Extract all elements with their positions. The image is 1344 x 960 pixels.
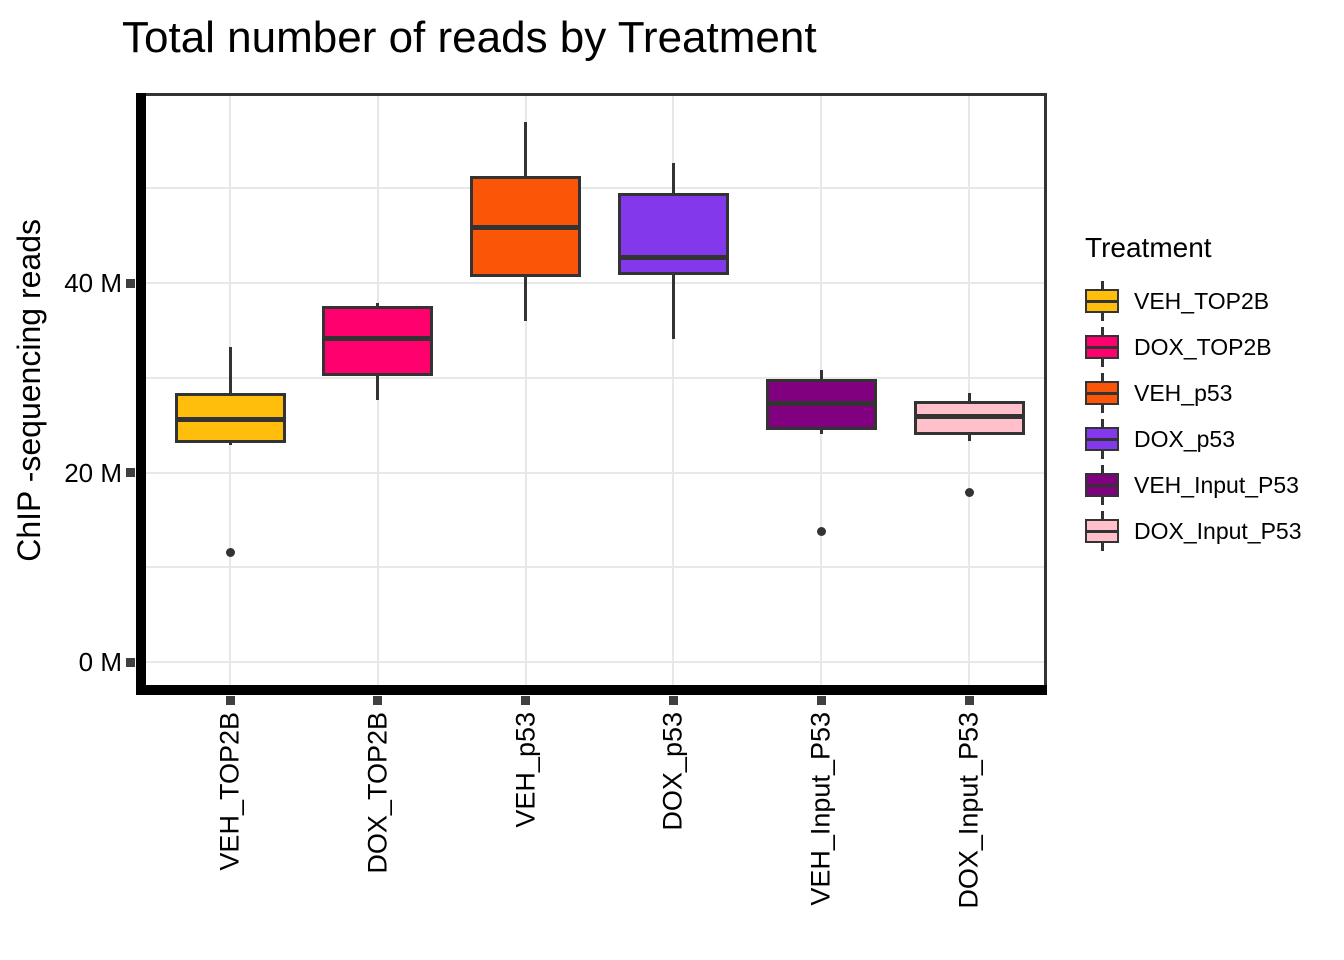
gridline-horizontal [145, 376, 1045, 379]
legend-label: DOX_TOP2B [1134, 333, 1272, 360]
legend-key-median [1085, 437, 1119, 441]
y-tick-mark [126, 657, 135, 667]
legend-key-boxplot-icon [1085, 373, 1119, 413]
gridline-horizontal [145, 661, 1045, 663]
y-tick-mark [126, 468, 135, 477]
outlier-point [816, 526, 826, 536]
legend-key-boxplot-icon [1085, 281, 1119, 321]
legend-item: VEH_TOP2B [1085, 278, 1344, 324]
x-tick-mark [668, 696, 678, 705]
legend-item: DOX_Input_P53 [1085, 508, 1344, 554]
x-tick-label-text: VEH_p53 [510, 712, 541, 828]
x-tick-label-text: VEH_Input_P53 [805, 712, 836, 906]
legend-label: VEH_Input_P53 [1134, 471, 1299, 498]
x-tick-label-text: VEH_TOP2B [214, 712, 245, 871]
x-tick-label: VEH_p53 [510, 712, 541, 833]
y-tick-label: 40 M [64, 268, 122, 298]
median-line [913, 414, 1025, 420]
legend-label: DOX_Input_P53 [1134, 517, 1302, 544]
median-line [765, 400, 877, 406]
outlier-point [225, 547, 235, 557]
gridline-horizontal [145, 471, 1045, 474]
x-tick-label-text: DOX_TOP2B [362, 712, 393, 874]
median-line [470, 224, 582, 230]
legend-item: DOX_TOP2B [1085, 324, 1344, 370]
legend-item: VEH_Input_P53 [1085, 462, 1344, 508]
legend-label: VEH_p53 [1134, 379, 1233, 406]
x-tick-mark [225, 696, 235, 705]
gridline-vertical [524, 95, 527, 685]
plot-panel [145, 95, 1045, 685]
median-line [322, 336, 434, 342]
box [617, 192, 729, 276]
median-line [174, 416, 286, 422]
outlier-point [964, 487, 974, 497]
legend-label: VEH_TOP2B [1134, 287, 1270, 314]
y-tick-label: 20 M [64, 457, 122, 488]
x-tick-mark [816, 696, 826, 705]
legend-key-median [1085, 345, 1119, 349]
y-axis-title: ChIP -sequencing reads [6, 95, 52, 685]
x-tick-label: DOX_TOP2B [362, 712, 393, 879]
x-tick-mark [521, 696, 531, 705]
legend: Treatment VEH_TOP2B DOX_TOP2B VEH_p53 DOX_p… [1085, 232, 1344, 554]
x-tick-label: VEH_TOP2B [215, 712, 246, 876]
x-tick-label: DOX_p53 [658, 712, 689, 836]
chart-title: Total number of reads by Treatment [122, 13, 817, 62]
legend-item: VEH_p53 [1085, 370, 1344, 416]
legend-label: DOX_p53 [1134, 425, 1236, 452]
legend-title: Treatment [1085, 232, 1212, 263]
y-tick-mark [126, 278, 135, 288]
legend-key-boxplot-icon [1085, 327, 1119, 367]
panel-border-right [1044, 93, 1047, 688]
y-tick-label: 0 M [78, 647, 122, 677]
gridline-horizontal [145, 282, 1045, 284]
legend-key-median [1085, 391, 1119, 395]
x-tick-label-text: DOX_p53 [657, 712, 688, 831]
median-line [617, 254, 729, 260]
legend-key-median [1085, 299, 1119, 303]
gridline-vertical [968, 95, 970, 685]
gridline-horizontal [145, 566, 1045, 569]
panel-border-top [136, 93, 1047, 96]
x-tick-mark [373, 696, 383, 705]
gridline-horizontal [145, 187, 1045, 190]
x-tick-label-text: DOX_Input_P53 [953, 712, 984, 909]
legend-key-boxplot-icon [1085, 511, 1119, 551]
y-axis-line [136, 93, 146, 695]
x-tick-label: VEH_Input_P53 [806, 712, 837, 911]
x-axis-line [136, 685, 1047, 695]
x-tick-mark [964, 696, 974, 705]
legend-key-boxplot-icon [1085, 419, 1119, 459]
legend-key-median [1085, 529, 1119, 533]
gridline-vertical [672, 95, 675, 685]
legend-items: VEH_TOP2B DOX_TOP2B VEH_p53 DOX_p53 VEH_Inpu… [1085, 278, 1344, 554]
x-tick-label: DOX_Input_P53 [954, 712, 985, 914]
legend-key-median [1085, 483, 1119, 487]
legend-key-boxplot-icon [1085, 465, 1119, 505]
legend-item: DOX_p53 [1085, 416, 1344, 462]
